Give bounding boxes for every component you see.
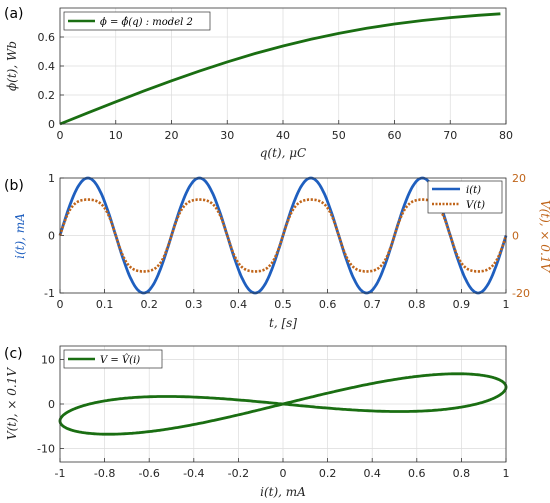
legend-entry-a: ϕ = ϕ̂(q) : model 2 [100, 17, 193, 28]
b-xtick-label: 0.4 [230, 298, 248, 311]
y-axis-label-a: ϕ(t), Wb [5, 41, 19, 91]
b-xtick-label: 0.7 [363, 298, 381, 311]
series-line-v [58, 198, 508, 273]
panel-a: (a) 0 10 20 30 40 50 60 70 80 0 0.2 0.4 0.6 q(t), μC… [4, 6, 513, 160]
b-ytick-right-label: 0 [512, 230, 519, 243]
c-xtick-label: 0 [280, 467, 287, 480]
a-xtick-label: 70 [443, 129, 457, 142]
x-axis-label-c: i(t), mA [260, 485, 306, 499]
panel-c: (c) -1 -0.8 -0.6 -0.4 -0.2 0 0.2 0.4 0.6 0.8 1 -10 0… [4, 345, 510, 499]
panel-label-b: (b) [4, 178, 24, 194]
b-xtick-label: 0.8 [408, 298, 426, 311]
a-xtick-label: 60 [388, 129, 402, 142]
b-xtick-label: 1 [503, 298, 510, 311]
c-xtick-label: -0.8 [94, 467, 115, 480]
b-xtick-label: 0.9 [453, 298, 471, 311]
c-xtick-label: -0.2 [228, 467, 249, 480]
series-line-c [58, 372, 508, 436]
a-xtick-label: 80 [499, 129, 513, 142]
y-axis-label-c: V(t), × 0.1V [5, 367, 19, 440]
b-ytick-label: 0 [48, 230, 55, 243]
panel-label-c: (c) [4, 346, 23, 362]
c-xtick-label: 0.8 [453, 467, 471, 480]
x-axis-label-a: q(t), μC [260, 146, 306, 160]
legend-a: ϕ = ϕ̂(q) : model 2 [63, 11, 211, 31]
legend-c: V = V̂(i) [63, 349, 163, 369]
a-ytick-label: 0.6 [38, 31, 56, 44]
c-xtick-label: 0.2 [319, 467, 337, 480]
a-xtick-label: 0 [57, 129, 64, 142]
panel-b: (b) 0 0.1 0.2 0.3 0.4 0.5 0.6 0.7 0.8 0.9 1-101-20… [4, 172, 550, 330]
axes-frame-c [59, 345, 507, 463]
a-ytick-label: 0.2 [38, 89, 56, 102]
legend-entry-i: i(t) [466, 185, 481, 196]
b-xtick-label: 0 [57, 298, 64, 311]
a-xtick-label: 20 [165, 129, 179, 142]
c-xtick-label: 0.6 [408, 467, 426, 480]
c-xtick-label: -0.6 [138, 467, 159, 480]
legend-box-b [427, 180, 503, 214]
b-xtick-label: 0.3 [185, 298, 203, 311]
legend-b: i(t) V(t) [427, 180, 503, 214]
b-xtick-label: 0.2 [140, 298, 158, 311]
c-ytick-label: 0 [48, 398, 55, 411]
a-ytick-label: 0.4 [38, 60, 56, 73]
y-axis-label-right-b: V(t), × 0.1V [538, 200, 550, 273]
legend-box-a [63, 11, 211, 31]
c-xtick-label: 0.4 [363, 467, 381, 480]
a-xtick-label: 10 [109, 129, 123, 142]
legend-entry-c: V = V̂(i) [100, 354, 140, 366]
legend-entry-v: V(t) [466, 200, 485, 211]
b-xtick-label: 0.1 [96, 298, 114, 311]
y-axis-label-b: i(t), mA [13, 213, 27, 259]
b-ytick-label: 1 [48, 172, 55, 185]
a-xtick-label: 30 [220, 129, 234, 142]
b-xtick-label: 0.5 [274, 298, 292, 311]
x-axis-label-b: t, [s] [269, 316, 297, 330]
b-ytick-label: -1 [44, 287, 55, 300]
c-ytick-label: 10 [41, 353, 55, 366]
c-xtick-label: -0.4 [183, 467, 204, 480]
axes-frame-a [59, 7, 507, 125]
b-ytick-right-label: 20 [512, 172, 526, 185]
c-xtick-label: 1 [503, 467, 510, 480]
c-xtick-label: -1 [55, 467, 66, 480]
legend-box-c [63, 349, 163, 369]
a-xtick-label: 40 [276, 129, 290, 142]
c-ytick-label: -10 [37, 443, 55, 456]
panel-label-a: (a) [4, 6, 24, 22]
axes-frame-b [59, 177, 507, 294]
a-ytick-label: 0 [48, 118, 55, 131]
b-ytick-right-label: -20 [512, 287, 530, 300]
b-xtick-label: 0.6 [319, 298, 337, 311]
a-xtick-label: 50 [332, 129, 346, 142]
series-line-a [59, 12, 501, 126]
